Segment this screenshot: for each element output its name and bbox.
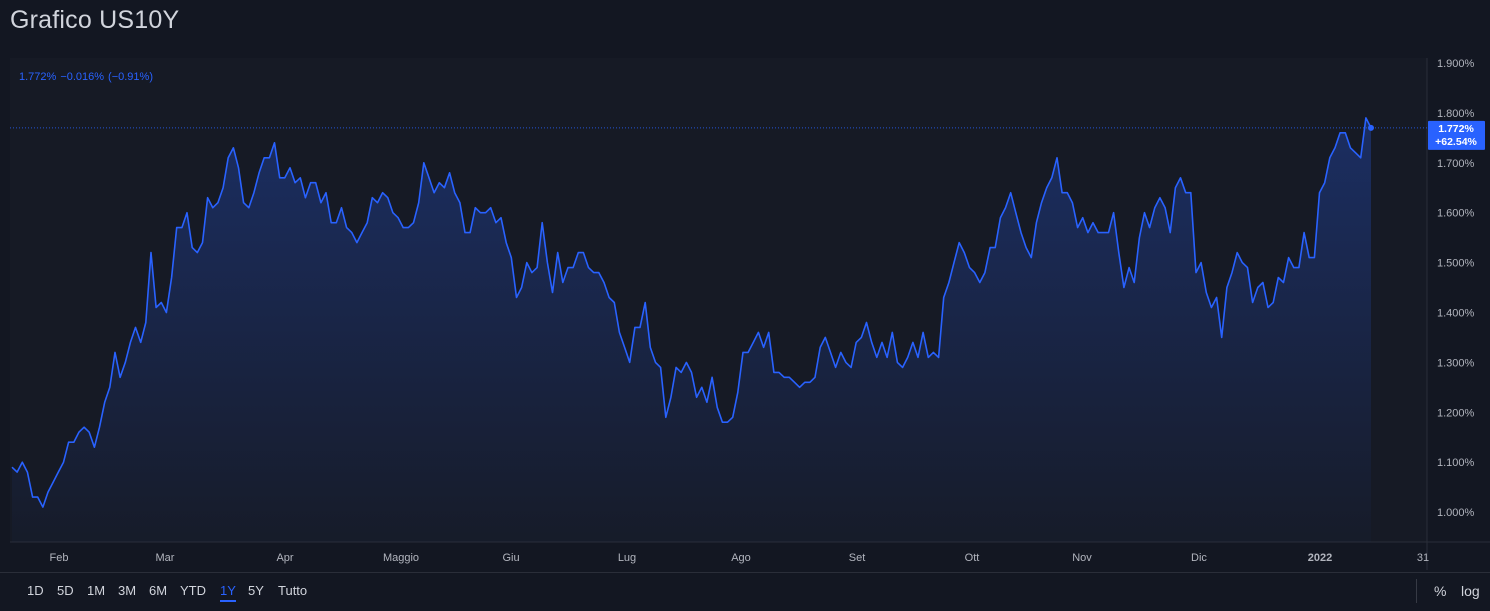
bottom-toolbar: 1D 5D 1M 3M 6M YTD 1Y 5Y Tutto % log	[0, 572, 1490, 611]
last-value-dot	[1368, 124, 1374, 131]
legend-value: 1.772%	[19, 71, 57, 83]
x-tick-label: Lug	[618, 552, 636, 564]
legend-change-pct: (−0.91%)	[108, 71, 153, 83]
x-tick-label: 31	[1417, 552, 1429, 564]
log-toggle[interactable]: log	[1461, 583, 1480, 599]
range-1d-button[interactable]: 1D	[27, 583, 44, 598]
last-value-badge: 1.772% +62.54%	[1428, 120, 1485, 150]
y-axis-ticks: 1.000% 1.100% 1.200% 1.300% 1.400% 1.500% 1.60…	[1437, 58, 1475, 519]
chart-area[interactable]: 1.000% 1.100% 1.200% 1.300% 1.400% 1.500% 1.60…	[0, 58, 1490, 570]
y-tick-label: 1.100%	[1437, 457, 1475, 469]
series-line	[11, 117, 1372, 508]
chart-title: Grafico US10Y	[10, 6, 180, 34]
range-5y-button[interactable]: 5Y	[248, 583, 264, 598]
y-tick-label: 1.900%	[1437, 58, 1475, 70]
price-chart: 1.000% 1.100% 1.200% 1.300% 1.400% 1.500% 1.60…	[10, 58, 1490, 570]
range-3m-button[interactable]: 3M	[118, 583, 137, 598]
y-tick-label: 1.600%	[1437, 208, 1475, 220]
x-tick-label: Nov	[1072, 552, 1092, 564]
range-5d-button[interactable]: 5D	[57, 583, 74, 598]
y-tick-label: 1.400%	[1437, 307, 1475, 319]
toolbar-divider	[1416, 579, 1417, 603]
y-tick-label: 1.000%	[1437, 507, 1475, 519]
x-tick-label: Maggio	[383, 552, 419, 564]
range-6m-button[interactable]: 6M	[149, 583, 168, 598]
x-tick-label: Feb	[50, 552, 69, 564]
x-tick-label: Apr	[276, 552, 293, 564]
range-1y-button[interactable]: 1Y	[220, 583, 236, 602]
last-value-badge-bg	[1428, 120, 1485, 150]
x-tick-label: Set	[849, 552, 866, 564]
x-tick-label: Ago	[731, 552, 751, 564]
legend-change: −0.016%	[60, 71, 105, 83]
y-tick-label: 1.300%	[1437, 357, 1475, 369]
y-tick-label: 1.700%	[1437, 158, 1475, 170]
x-axis-ticks: Feb Mar Apr Maggio Giu Lug Ago Set Ott Nov Dic 2022…	[50, 552, 1430, 564]
x-tick-label: 2022	[1308, 552, 1332, 564]
x-tick-label: Dic	[1191, 552, 1207, 564]
percent-toggle[interactable]: %	[1434, 583, 1447, 599]
range-ytd-button[interactable]: YTD	[180, 583, 206, 598]
range-1m-button[interactable]: 1M	[87, 583, 106, 598]
y-tick-label: 1.500%	[1437, 258, 1475, 270]
series-area	[12, 117, 1371, 543]
last-value-label: 1.772%	[1438, 123, 1474, 135]
last-value-pct: +62.54%	[1435, 136, 1477, 148]
x-tick-label: Mar	[156, 552, 175, 564]
y-tick-label: 1.200%	[1437, 407, 1475, 419]
x-tick-label: Giu	[502, 552, 519, 564]
x-tick-label: Ott	[965, 552, 980, 564]
y-tick-label: 1.800%	[1437, 108, 1475, 120]
price-legend: 1.772% −0.016% (−0.91%)	[19, 71, 157, 83]
range-all-button[interactable]: Tutto	[278, 583, 308, 598]
